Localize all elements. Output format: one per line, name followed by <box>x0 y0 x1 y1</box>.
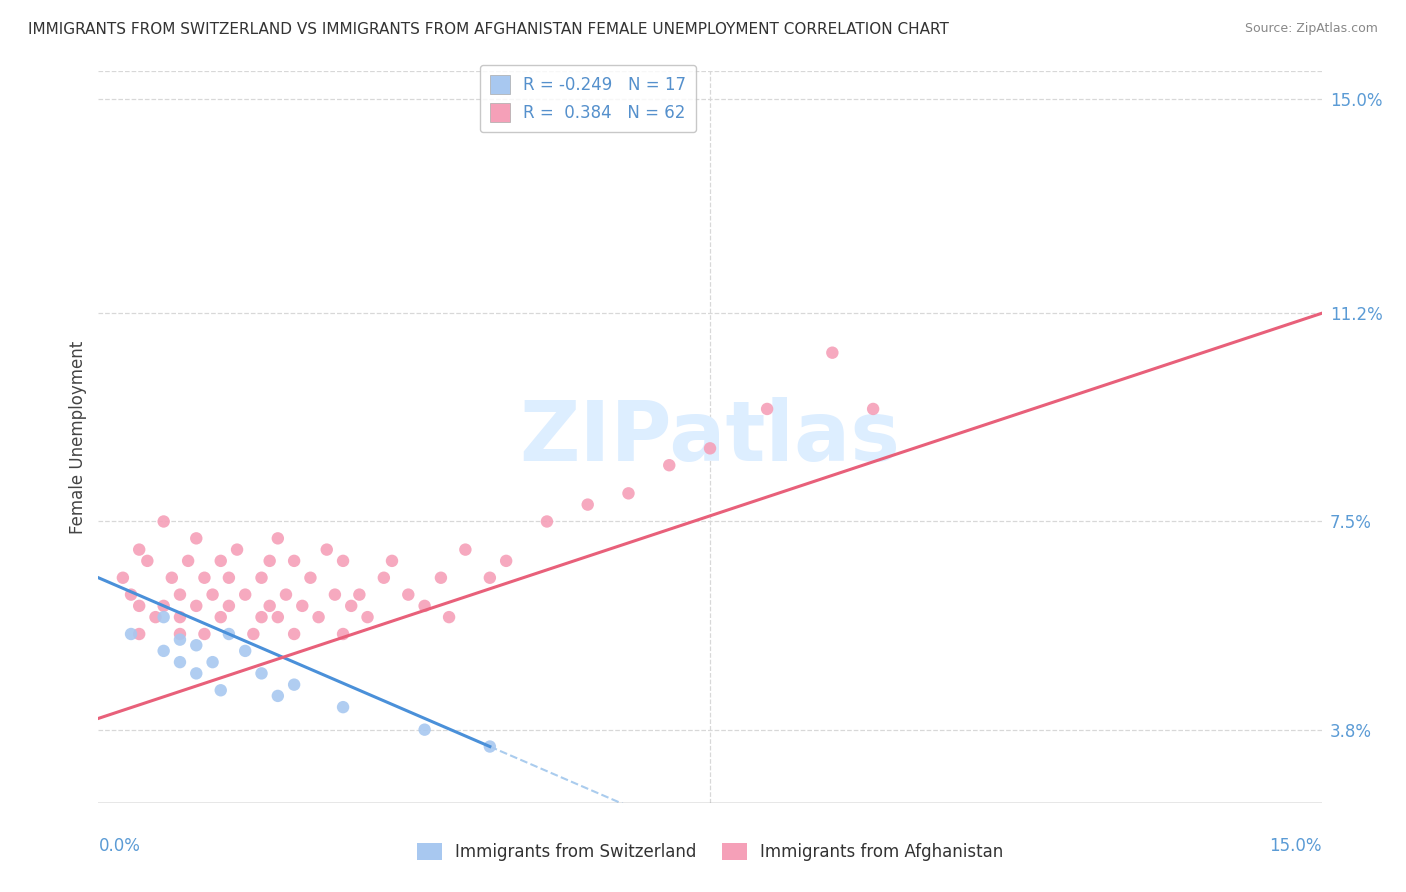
Point <box>128 627 150 641</box>
Point <box>169 627 191 641</box>
Point <box>152 610 174 624</box>
Legend: Immigrants from Switzerland, Immigrants from Afghanistan: Immigrants from Switzerland, Immigrants … <box>411 836 1010 868</box>
Point <box>169 632 191 647</box>
Point <box>821 345 844 359</box>
Point <box>120 588 142 602</box>
Point <box>186 599 208 613</box>
Point <box>478 571 501 585</box>
Point <box>209 683 232 698</box>
Point <box>373 571 395 585</box>
Point <box>658 458 681 473</box>
Point <box>201 588 224 602</box>
Point <box>218 571 240 585</box>
Point <box>169 655 191 669</box>
Point <box>201 655 224 669</box>
Point <box>381 554 404 568</box>
Point <box>250 571 273 585</box>
Point <box>356 610 378 624</box>
Point <box>315 542 337 557</box>
Point <box>186 532 208 546</box>
Point <box>193 627 215 641</box>
Point <box>267 532 290 546</box>
Point <box>250 666 273 681</box>
Point <box>699 442 721 456</box>
Point <box>495 554 517 568</box>
Point <box>274 588 297 602</box>
Point <box>186 666 208 681</box>
Point <box>862 401 884 416</box>
Point <box>308 610 330 624</box>
Point <box>299 571 322 585</box>
Point <box>145 610 167 624</box>
Point <box>169 610 191 624</box>
Point <box>283 678 305 692</box>
Point <box>152 599 174 613</box>
Point <box>332 554 354 568</box>
Text: 0.0%: 0.0% <box>98 837 141 855</box>
Point <box>152 515 174 529</box>
Text: Source: ZipAtlas.com: Source: ZipAtlas.com <box>1244 22 1378 36</box>
Point <box>617 486 640 500</box>
Text: IMMIGRANTS FROM SWITZERLAND VS IMMIGRANTS FROM AFGHANISTAN FEMALE UNEMPLOYMENT C: IMMIGRANTS FROM SWITZERLAND VS IMMIGRANT… <box>28 22 949 37</box>
Point <box>413 599 436 613</box>
Text: 15.0%: 15.0% <box>1270 837 1322 855</box>
Point <box>454 542 477 557</box>
Point <box>169 588 191 602</box>
Point <box>193 571 215 585</box>
Point <box>340 599 363 613</box>
Point <box>283 627 305 641</box>
Point <box>267 689 290 703</box>
Point <box>233 644 256 658</box>
Point <box>332 627 354 641</box>
Y-axis label: Female Unemployment: Female Unemployment <box>69 341 87 533</box>
Point <box>413 723 436 737</box>
Point <box>218 599 240 613</box>
Point <box>756 401 779 416</box>
Point <box>478 739 501 754</box>
Point <box>136 554 159 568</box>
Point <box>128 542 150 557</box>
Point <box>259 599 281 613</box>
Point <box>437 610 460 624</box>
Point <box>186 638 208 652</box>
Point <box>233 588 256 602</box>
Point <box>160 571 183 585</box>
Point <box>218 627 240 641</box>
Point <box>536 515 558 529</box>
Point <box>291 599 314 613</box>
Point <box>120 627 142 641</box>
Point <box>177 554 200 568</box>
Text: ZIPatlas: ZIPatlas <box>520 397 900 477</box>
Point <box>267 610 290 624</box>
Point <box>250 610 273 624</box>
Point <box>152 644 174 658</box>
Point <box>576 498 599 512</box>
Point <box>209 554 232 568</box>
Point <box>209 610 232 624</box>
Point <box>430 571 453 585</box>
Point <box>242 627 264 641</box>
Point <box>111 571 134 585</box>
Point <box>396 588 419 602</box>
Point <box>128 599 150 613</box>
Point <box>283 554 305 568</box>
Point <box>349 588 371 602</box>
Point <box>332 700 354 714</box>
Point <box>259 554 281 568</box>
Point <box>323 588 346 602</box>
Point <box>226 542 249 557</box>
